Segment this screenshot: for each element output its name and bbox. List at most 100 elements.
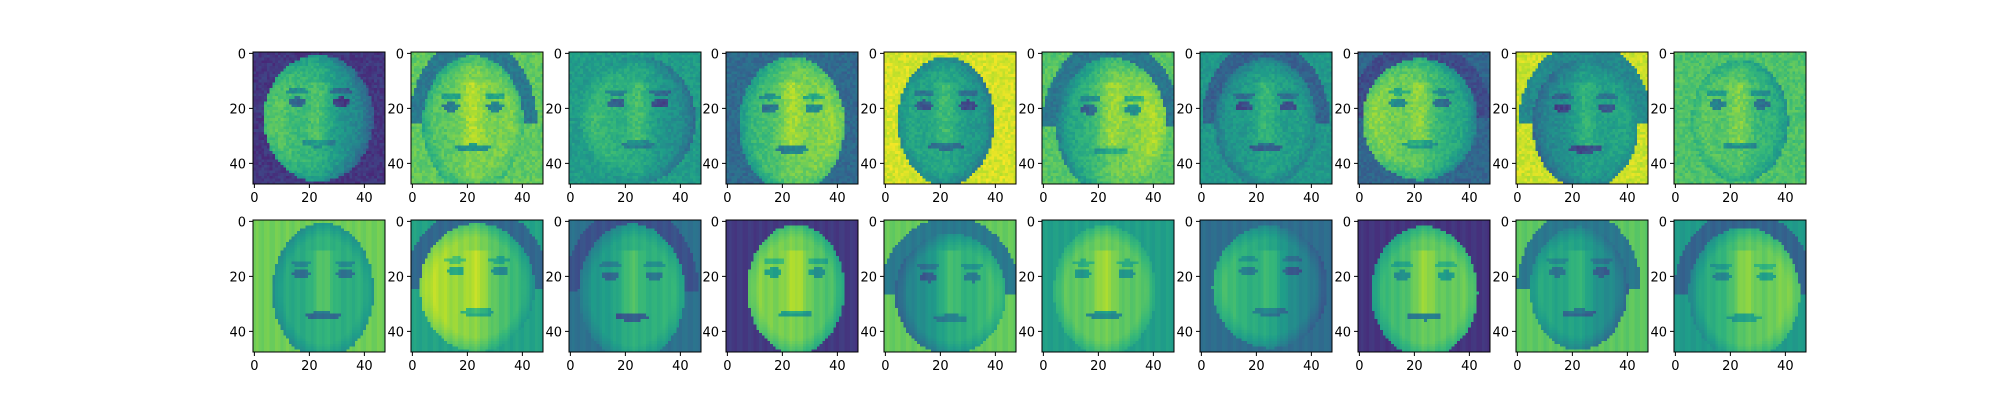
face-image bbox=[1674, 220, 1806, 352]
x-tick-label: 0 bbox=[881, 359, 889, 374]
y-tick-label: 20 bbox=[1650, 270, 1667, 285]
y-tick-label: 40 bbox=[860, 157, 877, 172]
y-tick-label: 20 bbox=[1650, 102, 1667, 117]
x-tick-label: 0 bbox=[1039, 359, 1047, 374]
x-tick-label: 0 bbox=[1513, 191, 1521, 206]
x-tick-label: 0 bbox=[1355, 191, 1363, 206]
y-tick-label: 0 bbox=[1027, 47, 1035, 62]
x-tick-label: 40 bbox=[514, 191, 531, 206]
x-tick-label: 0 bbox=[408, 359, 416, 374]
face-image bbox=[726, 220, 858, 352]
x-tick-label: 20 bbox=[1722, 359, 1739, 374]
x-tick-label: 20 bbox=[1090, 191, 1107, 206]
x-tick-label: 40 bbox=[1145, 359, 1162, 374]
x-tick-label: 0 bbox=[566, 359, 574, 374]
y-tick-label: 20 bbox=[1334, 102, 1351, 117]
x-tick-label: 40 bbox=[672, 359, 689, 374]
y-tick-label: 20 bbox=[229, 270, 246, 285]
y-tick-label: 0 bbox=[869, 47, 877, 62]
x-tick-label: 20 bbox=[617, 359, 634, 374]
y-tick-label: 20 bbox=[1492, 102, 1509, 117]
y-tick-label: 0 bbox=[554, 215, 562, 230]
x-tick-label: 40 bbox=[356, 359, 373, 374]
y-tick-label: 40 bbox=[545, 157, 562, 172]
face-image bbox=[1042, 52, 1174, 184]
x-tick-label: 20 bbox=[774, 359, 791, 374]
y-tick-label: 0 bbox=[711, 47, 719, 62]
face-image bbox=[1042, 220, 1174, 352]
y-tick-label: 0 bbox=[1343, 215, 1351, 230]
y-tick-label: 0 bbox=[1501, 215, 1509, 230]
x-tick-label: 0 bbox=[1197, 191, 1205, 206]
x-tick-label: 0 bbox=[1039, 191, 1047, 206]
face-image bbox=[1200, 52, 1332, 184]
y-tick-label: 20 bbox=[702, 102, 719, 117]
y-tick-label: 40 bbox=[1176, 157, 1193, 172]
x-tick-label: 40 bbox=[829, 191, 846, 206]
original-face-panel-8: 0 20 40 0 20 40 bbox=[1334, 47, 1490, 206]
face-image bbox=[1358, 52, 1490, 184]
face-image bbox=[1200, 220, 1332, 352]
y-tick-label: 40 bbox=[702, 157, 719, 172]
y-tick-label: 20 bbox=[1018, 270, 1035, 285]
x-tick-label: 40 bbox=[1461, 359, 1478, 374]
y-tick-label: 0 bbox=[396, 215, 404, 230]
y-tick-label: 40 bbox=[1650, 325, 1667, 340]
x-tick-label: 20 bbox=[932, 359, 949, 374]
x-tick-label: 0 bbox=[250, 191, 258, 206]
x-tick-label: 0 bbox=[566, 191, 574, 206]
y-tick-label: 40 bbox=[1018, 325, 1035, 340]
face-image bbox=[253, 52, 385, 184]
y-tick-label: 0 bbox=[1659, 47, 1667, 62]
y-tick-label: 40 bbox=[1650, 157, 1667, 172]
face-image bbox=[726, 52, 858, 184]
y-tick-label: 40 bbox=[229, 325, 246, 340]
y-tick-label: 0 bbox=[1185, 215, 1193, 230]
y-tick-label: 0 bbox=[1185, 47, 1193, 62]
y-tick-label: 40 bbox=[1492, 157, 1509, 172]
x-tick-label: 20 bbox=[459, 359, 476, 374]
y-tick-label: 0 bbox=[554, 47, 562, 62]
x-tick-label: 0 bbox=[408, 191, 416, 206]
x-tick-label: 0 bbox=[1513, 359, 1521, 374]
face-image bbox=[884, 52, 1016, 184]
y-tick-label: 20 bbox=[1492, 270, 1509, 285]
y-tick-label: 20 bbox=[545, 270, 562, 285]
x-tick-label: 40 bbox=[1461, 191, 1478, 206]
y-tick-label: 20 bbox=[387, 270, 404, 285]
y-tick-label: 40 bbox=[1492, 325, 1509, 340]
x-tick-label: 20 bbox=[301, 191, 318, 206]
x-tick-label: 40 bbox=[356, 191, 373, 206]
x-tick-label: 40 bbox=[987, 359, 1004, 374]
x-tick-label: 20 bbox=[1406, 191, 1423, 206]
y-tick-label: 20 bbox=[860, 270, 877, 285]
x-tick-label: 0 bbox=[1671, 359, 1679, 374]
y-tick-label: 20 bbox=[387, 102, 404, 117]
x-tick-label: 0 bbox=[723, 359, 731, 374]
y-tick-label: 40 bbox=[1334, 157, 1351, 172]
y-tick-label: 0 bbox=[1343, 47, 1351, 62]
y-tick-label: 40 bbox=[1334, 325, 1351, 340]
x-tick-label: 20 bbox=[932, 191, 949, 206]
x-tick-label: 0 bbox=[1671, 191, 1679, 206]
y-tick-label: 40 bbox=[1018, 157, 1035, 172]
face-image bbox=[411, 220, 543, 352]
y-tick-label: 20 bbox=[545, 102, 562, 117]
x-tick-label: 0 bbox=[1197, 359, 1205, 374]
x-tick-label: 20 bbox=[1090, 359, 1107, 374]
x-tick-label: 20 bbox=[1564, 191, 1581, 206]
